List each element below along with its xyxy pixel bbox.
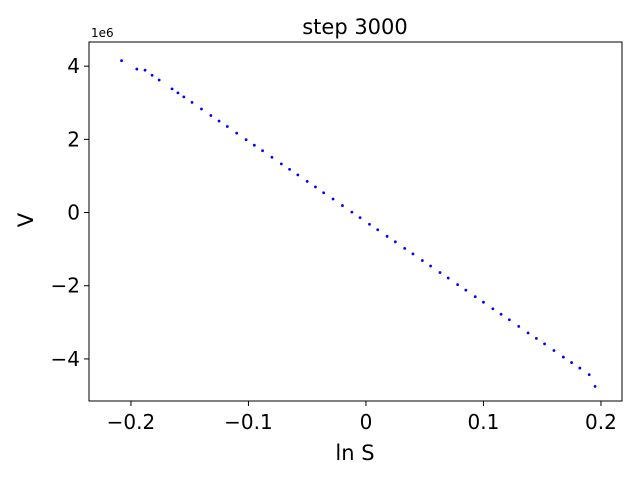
y-offset-label: 1e6: [91, 26, 114, 40]
x-tick-label: 0: [360, 410, 373, 434]
point: [170, 87, 174, 91]
point: [288, 167, 291, 171]
point: [543, 342, 546, 346]
point: [350, 210, 354, 214]
point: [209, 114, 213, 117]
x-tick-label: 0.2: [585, 410, 617, 434]
point: [482, 300, 485, 304]
point: [135, 67, 139, 71]
point: [393, 240, 397, 244]
point: [150, 73, 154, 77]
y-tick-label: 0: [67, 201, 80, 225]
point: [322, 191, 326, 195]
point: [176, 91, 180, 95]
point: [411, 252, 415, 256]
point: [385, 234, 389, 238]
y-axis-label: V: [14, 212, 38, 227]
y-tick-label: 2: [67, 127, 80, 151]
point: [368, 222, 371, 226]
point: [420, 259, 424, 262]
point: [270, 155, 274, 159]
point: [331, 197, 335, 201]
point: [534, 337, 538, 340]
point: [578, 366, 582, 370]
y-tick-label: −2: [51, 274, 80, 298]
point: [446, 276, 450, 280]
x-axis-label: ln S: [335, 441, 374, 465]
point: [279, 162, 283, 166]
point: [587, 373, 591, 377]
point: [491, 307, 495, 311]
point: [182, 95, 186, 99]
point: [593, 384, 597, 388]
point: [143, 68, 147, 72]
point: [252, 143, 256, 147]
point: [217, 119, 221, 123]
x-tick-label: 0.1: [468, 410, 500, 434]
point: [517, 324, 521, 328]
chart-title: step 3000: [302, 15, 408, 39]
point: [438, 271, 442, 274]
point: [561, 355, 565, 359]
point: [456, 283, 460, 287]
point: [225, 125, 229, 128]
point: [526, 331, 530, 335]
y-tick-label: −4: [51, 347, 80, 371]
point: [190, 100, 194, 104]
point: [305, 180, 309, 183]
point: [403, 246, 407, 250]
point: [341, 204, 344, 207]
x-tick-label: −0.1: [224, 410, 273, 434]
point: [570, 361, 573, 364]
point: [235, 131, 239, 135]
point: [507, 318, 511, 322]
point: [358, 216, 362, 220]
point: [296, 173, 300, 177]
point: [200, 107, 203, 111]
axes-frame: [88, 41, 623, 402]
point: [314, 185, 317, 189]
point: [473, 295, 477, 299]
point: [464, 288, 468, 292]
point: [499, 312, 503, 316]
x-tick-label: −0.2: [107, 410, 156, 434]
point: [552, 349, 556, 352]
point: [261, 149, 264, 153]
point: [429, 264, 432, 268]
point: [157, 78, 161, 82]
point: [244, 138, 248, 142]
point: [120, 59, 123, 63]
point: [376, 228, 380, 232]
y-tick-label: 4: [67, 54, 80, 78]
